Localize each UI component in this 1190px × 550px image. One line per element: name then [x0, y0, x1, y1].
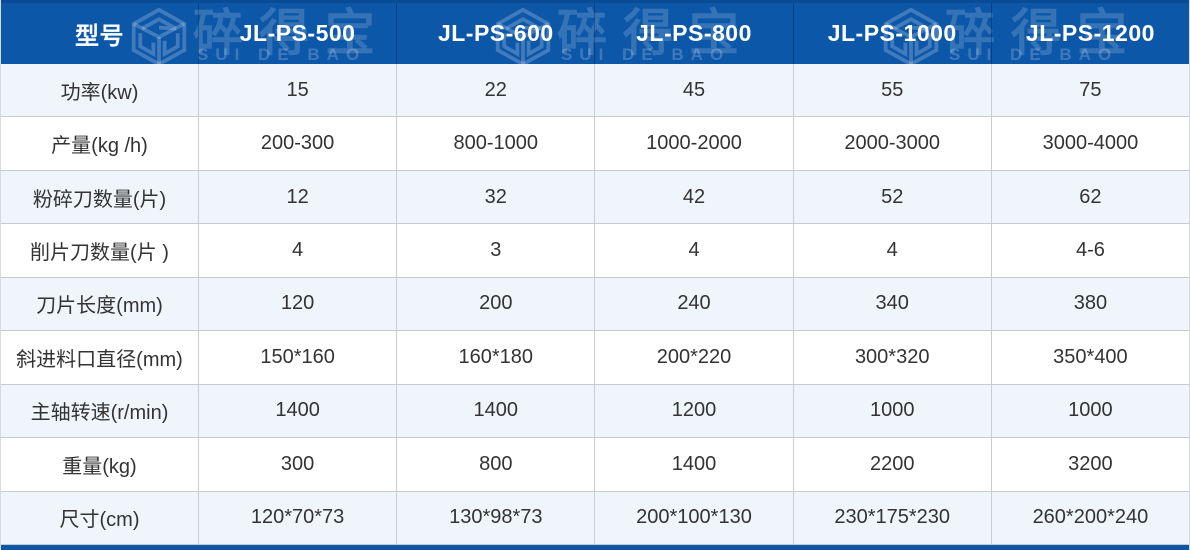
table-cell: 1400	[198, 384, 396, 438]
table-cell: 3000-4000	[990, 117, 1189, 170]
row-label: 斜进料口直径(mm)	[16, 348, 183, 371]
table-cell: 2200	[792, 438, 991, 491]
table-cell: 4-6	[990, 224, 1189, 277]
header-cell-jl-ps-1000: JL-PS-1000	[792, 3, 991, 64]
table-cell: 1000	[990, 384, 1189, 438]
table-row-blade-length: 刀片长度(mm) 120 200 240 340 380	[1, 277, 1189, 332]
table-cell: 150*160	[198, 331, 396, 384]
table-cell: 200*220	[594, 331, 792, 384]
header-cell-jl-ps-800: JL-PS-800	[594, 3, 792, 64]
table-cell: 52	[792, 170, 991, 224]
table-cell: 380	[990, 277, 1189, 331]
row-label: 尺寸(cm)	[59, 509, 140, 532]
row-label: 重量(kg)	[62, 455, 137, 478]
table-cell: 160*180	[396, 331, 594, 384]
table-header-row: 碎得宝 SUI DE BAO 碎得宝 SUI DE BAO	[1, 0, 1189, 64]
table-cell: 240	[594, 277, 792, 331]
table-cell: 130*98*73	[396, 491, 594, 544]
table-cell: 2000-3000	[792, 117, 991, 170]
table-cell: 300*320	[792, 331, 991, 384]
table-cell: 300	[198, 438, 396, 491]
table-cell: 200	[396, 277, 594, 331]
table-cell: 200-300	[198, 117, 396, 170]
row-label: 粉碎刀数量(片)	[32, 188, 167, 211]
table-cell: 42	[594, 170, 792, 224]
table-cell: 12	[198, 170, 396, 224]
table-row-dimensions: 尺寸(cm) 120*70*73 130*98*73 200*100*130 2…	[1, 491, 1189, 545]
table-cell: 1000	[792, 384, 991, 438]
table-cell: 3	[396, 224, 594, 277]
table-cell: 350*400	[990, 331, 1189, 384]
table-cell: 15	[198, 64, 396, 117]
table-row-spindle-speed: 主轴转速(r/min) 1400 1400 1200 1000 1000	[1, 384, 1189, 439]
table-cell: 32	[396, 170, 594, 224]
table-cell: 1000-2000	[594, 117, 792, 170]
table-cell: 62	[990, 170, 1189, 224]
row-label: 功率(kw)	[60, 81, 139, 104]
table-cell: 800	[396, 438, 594, 491]
table-cell: 75	[990, 64, 1189, 117]
table-row-chipping-blades: 削片刀数量(片 ) 4 3 4 4 4-6	[1, 224, 1189, 278]
table-cell: 22	[396, 64, 594, 117]
table-body: 功率(kw) 15 22 45 55 75 产量(kg /h) 200-300 …	[1, 64, 1189, 545]
table-cell: 3200	[990, 438, 1189, 491]
table-cell: 200*100*130	[594, 491, 792, 544]
table-cell: 230*175*230	[792, 491, 991, 544]
row-label: 刀片长度(mm)	[36, 295, 163, 318]
table-cell: 1200	[594, 384, 792, 438]
header-cell-jl-ps-1200: JL-PS-1200	[990, 3, 1189, 64]
table-row-weight: 重量(kg) 300 800 1400 2200 3200	[1, 438, 1189, 492]
table-cell: 120	[198, 277, 396, 331]
table-row-capacity: 产量(kg /h) 200-300 800-1000 1000-2000 200…	[1, 117, 1189, 171]
table-cell: 4	[792, 224, 991, 277]
table-row-crushing-blades: 粉碎刀数量(片) 12 32 42 52 62	[1, 170, 1189, 225]
table-cell: 120*70*73	[198, 491, 396, 544]
table-cell: 1400	[594, 438, 792, 491]
header-cell-jl-ps-600: JL-PS-600	[396, 3, 594, 64]
bottom-accent-strip	[1, 545, 1189, 550]
table-cell: 260*200*240	[990, 491, 1189, 544]
table-cell: 800-1000	[396, 117, 594, 170]
table-cell: 55	[792, 64, 991, 117]
row-label: 主轴转速(r/min)	[30, 402, 169, 425]
header-cell-jl-ps-500: JL-PS-500	[198, 3, 396, 64]
row-label: 削片刀数量(片 )	[30, 242, 169, 265]
table-cell: 45	[594, 64, 792, 117]
table-cell: 1400	[396, 384, 594, 438]
table-cell: 340	[792, 277, 991, 331]
table-cell: 4	[198, 224, 396, 277]
header-cell-model: 型号	[75, 23, 124, 50]
table-cell: 4	[594, 224, 792, 277]
table-row-inlet-diameter: 斜进料口直径(mm) 150*160 160*180 200*220 300*3…	[1, 331, 1189, 385]
row-label: 产量(kg /h)	[51, 135, 148, 158]
table-row-power: 功率(kw) 15 22 45 55 75	[1, 64, 1189, 118]
